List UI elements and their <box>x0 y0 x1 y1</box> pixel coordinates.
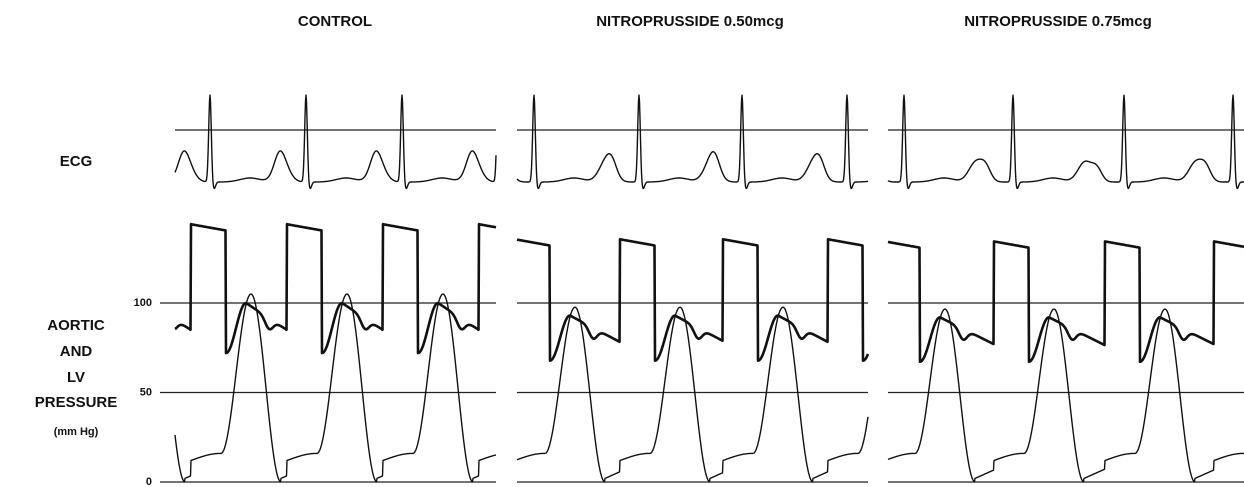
y-tick-label: 100 <box>134 297 152 309</box>
y-tick-label: 50 <box>140 386 152 398</box>
row-label: ECG <box>60 153 93 170</box>
row-label: PRESSURE <box>35 394 118 411</box>
row-label: AND <box>60 343 93 360</box>
ecg-trace <box>887 94 1244 190</box>
y-tick-label: 0 <box>146 476 152 487</box>
unit-label: (mm Hg) <box>54 426 99 438</box>
aortic-trace <box>516 238 870 362</box>
aortic-trace <box>887 240 1244 363</box>
panel-title: NITROPRUSSIDE 0.50mcg <box>596 13 784 30</box>
panel-title: CONTROL <box>298 13 372 30</box>
lv-trace <box>174 293 497 483</box>
row-label: LV <box>67 369 85 386</box>
ecg-trace <box>174 94 497 190</box>
row-label: AORTIC <box>47 317 105 334</box>
panel-title: NITROPRUSSIDE 0.75mcg <box>964 13 1152 30</box>
aortic-trace <box>174 222 497 355</box>
lv-trace <box>887 308 1244 483</box>
lv-trace <box>516 306 869 483</box>
ecg-trace <box>516 94 869 190</box>
